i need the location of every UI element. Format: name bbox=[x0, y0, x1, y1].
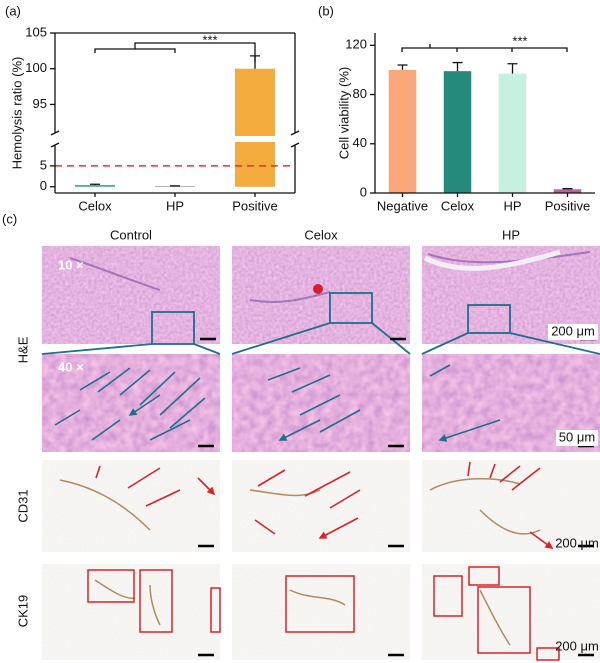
error-bar bbox=[507, 63, 518, 74]
micrographs bbox=[42, 246, 600, 660]
scale-bar-label: 200 μm bbox=[555, 638, 599, 653]
axis-break-mark bbox=[290, 130, 300, 148]
x-tick-label: HP bbox=[166, 198, 184, 213]
y-tick-label: 105 bbox=[25, 24, 47, 39]
bar bbox=[235, 68, 275, 187]
scale-bar-label: 200 μm bbox=[555, 535, 599, 550]
row-label: H&E bbox=[15, 336, 30, 363]
x-tick-label: Celox bbox=[78, 198, 112, 213]
y-tick-label: 40 bbox=[353, 135, 367, 150]
micrograph bbox=[232, 564, 410, 660]
error-bar bbox=[250, 55, 260, 69]
bar bbox=[443, 71, 472, 193]
magnification-label: 10 × bbox=[58, 257, 84, 272]
micrograph bbox=[422, 564, 600, 660]
micrograph bbox=[42, 246, 220, 344]
scale-bar-label: 200 μm bbox=[551, 323, 595, 338]
teal-arrows bbox=[54, 364, 501, 440]
micrograph bbox=[422, 460, 600, 552]
x-tick-label: HP bbox=[503, 198, 521, 213]
column-label: HP bbox=[502, 227, 520, 242]
y-tick-label: 95 bbox=[33, 96, 47, 111]
red-boxes bbox=[87, 566, 560, 661]
scale-bar-label: 50 μm bbox=[559, 429, 595, 444]
column-label: Celox bbox=[304, 227, 338, 242]
column-label: Control bbox=[110, 227, 152, 242]
y-tick-label: 100 bbox=[25, 60, 47, 75]
x-tick-label: Celox bbox=[441, 198, 475, 213]
micrograph bbox=[42, 460, 220, 552]
panel-label: (c) bbox=[2, 211, 17, 226]
micrograph bbox=[232, 354, 410, 452]
bar bbox=[553, 189, 582, 193]
error-bar bbox=[452, 61, 463, 72]
significance-label: *** bbox=[512, 33, 527, 48]
panel-label: (b) bbox=[318, 3, 334, 18]
bar bbox=[388, 69, 417, 193]
y-axis-title: Hemolysis ratio (%) bbox=[9, 57, 24, 170]
significance-bracket bbox=[94, 42, 256, 62]
red-arrows bbox=[95, 461, 552, 548]
frame bbox=[55, 32, 296, 193]
bar bbox=[75, 185, 115, 187]
x-tick-label: Positive bbox=[232, 198, 278, 213]
y-axis-title: Cell viability (%) bbox=[336, 67, 351, 159]
y-tick-label: 0 bbox=[360, 184, 367, 199]
error-bar bbox=[397, 64, 408, 70]
panel-label: (a) bbox=[5, 3, 21, 18]
micrograph bbox=[42, 564, 220, 660]
y-tick-label: 120 bbox=[345, 37, 367, 52]
error-bar bbox=[90, 183, 100, 186]
magnification-label: 40 × bbox=[58, 359, 84, 374]
micrograph bbox=[42, 354, 220, 452]
row-label: CK19 bbox=[15, 595, 30, 628]
x-tick-label: Negative bbox=[377, 198, 428, 213]
axis-break-mark bbox=[50, 130, 60, 148]
zoom-boxes bbox=[41, 292, 600, 355]
x-tick-label: Positive bbox=[545, 198, 591, 213]
y-tick-label: 80 bbox=[353, 86, 367, 101]
significance-bracket bbox=[456, 48, 513, 52]
significance-bracket bbox=[401, 44, 568, 52]
error-bar bbox=[562, 188, 573, 190]
y-tick-label: 5 bbox=[40, 157, 47, 172]
row-label: CD31 bbox=[15, 489, 30, 522]
bar bbox=[498, 73, 527, 193]
scale-bars bbox=[198, 324, 598, 657]
axis-break-gap bbox=[234, 136, 276, 142]
y-tick-label: 0 bbox=[40, 178, 47, 193]
significance-label: *** bbox=[202, 32, 217, 47]
